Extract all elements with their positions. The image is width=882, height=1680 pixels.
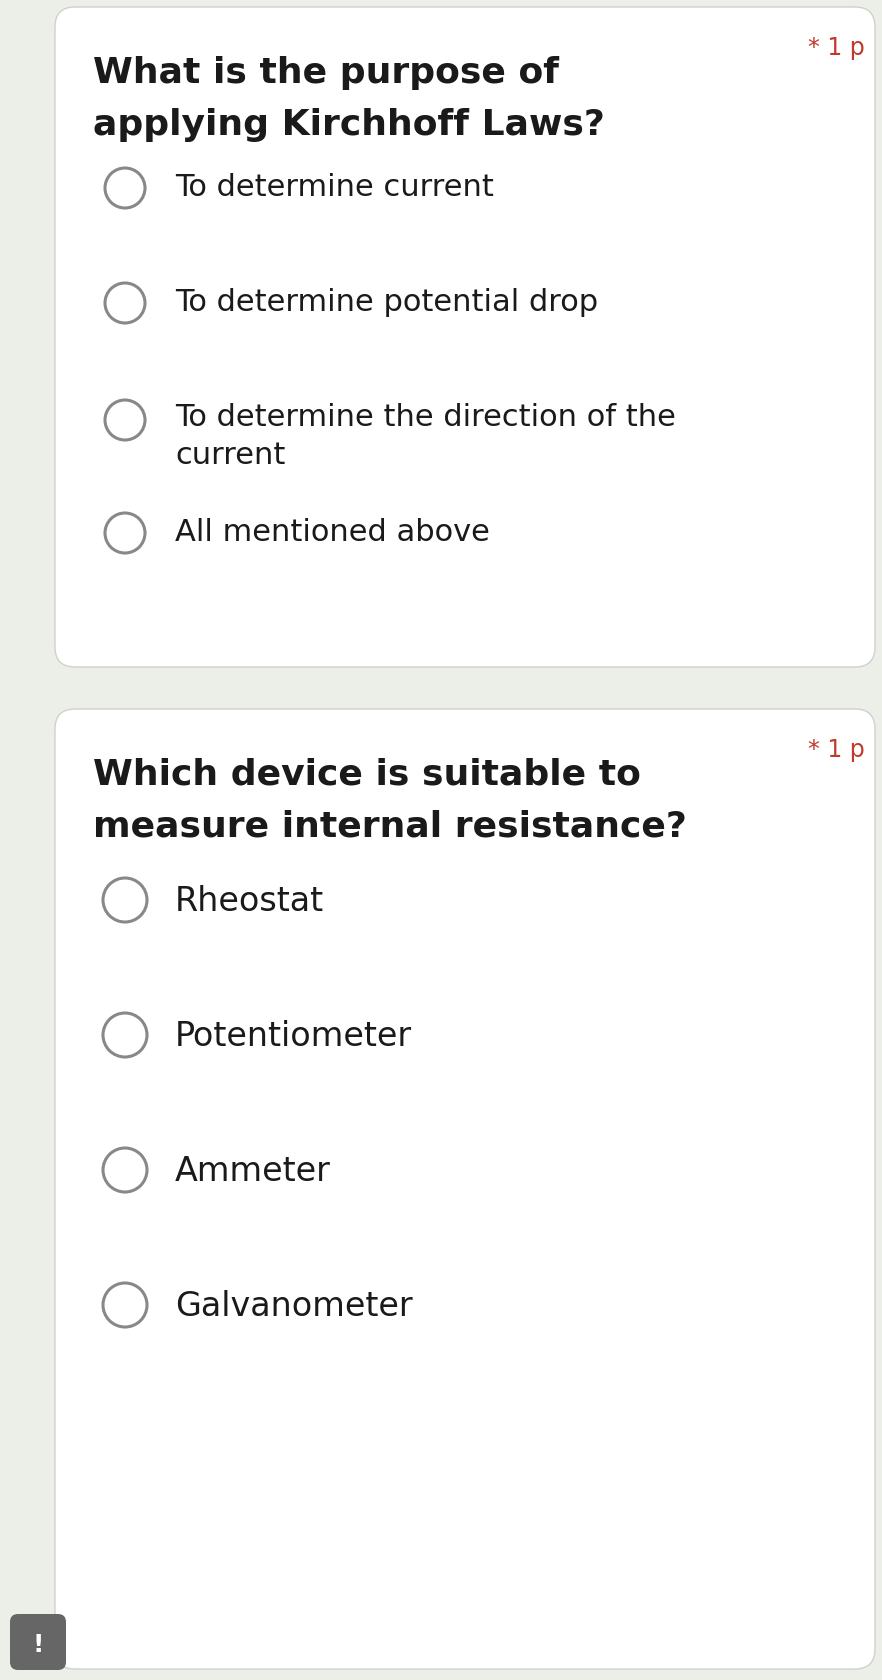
Text: What is the purpose of: What is the purpose of xyxy=(93,55,559,91)
Text: To determine potential drop: To determine potential drop xyxy=(175,287,598,318)
Text: * 1 p: * 1 p xyxy=(808,738,865,761)
Text: Which device is suitable to: Which device is suitable to xyxy=(93,758,641,791)
Text: applying Kirchhoff Laws?: applying Kirchhoff Laws? xyxy=(93,108,605,141)
Text: Potentiometer: Potentiometer xyxy=(175,1020,412,1052)
Text: To determine current: To determine current xyxy=(175,173,494,202)
Text: To determine the direction of the: To determine the direction of the xyxy=(175,403,676,432)
Text: Rheostat: Rheostat xyxy=(175,884,324,917)
Circle shape xyxy=(105,284,145,324)
Text: current: current xyxy=(175,440,286,470)
Circle shape xyxy=(103,1013,147,1057)
Text: * 1 p: * 1 p xyxy=(808,35,865,60)
Text: Ammeter: Ammeter xyxy=(175,1154,331,1188)
Text: Galvanometer: Galvanometer xyxy=(175,1289,413,1322)
Text: !: ! xyxy=(33,1631,44,1656)
Circle shape xyxy=(105,402,145,440)
FancyBboxPatch shape xyxy=(55,8,875,667)
Circle shape xyxy=(103,1284,147,1327)
Text: measure internal resistance?: measure internal resistance? xyxy=(93,810,687,843)
FancyBboxPatch shape xyxy=(55,709,875,1668)
Circle shape xyxy=(103,1149,147,1193)
Circle shape xyxy=(105,170,145,208)
Circle shape xyxy=(103,879,147,922)
Circle shape xyxy=(105,514,145,554)
FancyBboxPatch shape xyxy=(10,1614,66,1670)
Text: All mentioned above: All mentioned above xyxy=(175,517,490,546)
